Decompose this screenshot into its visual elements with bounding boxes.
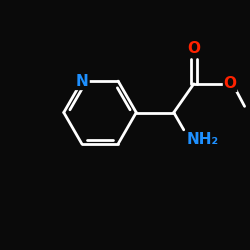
Text: N: N <box>76 74 88 88</box>
Text: O: O <box>187 41 200 56</box>
Text: O: O <box>224 76 236 91</box>
Text: NH₂: NH₂ <box>186 132 218 147</box>
